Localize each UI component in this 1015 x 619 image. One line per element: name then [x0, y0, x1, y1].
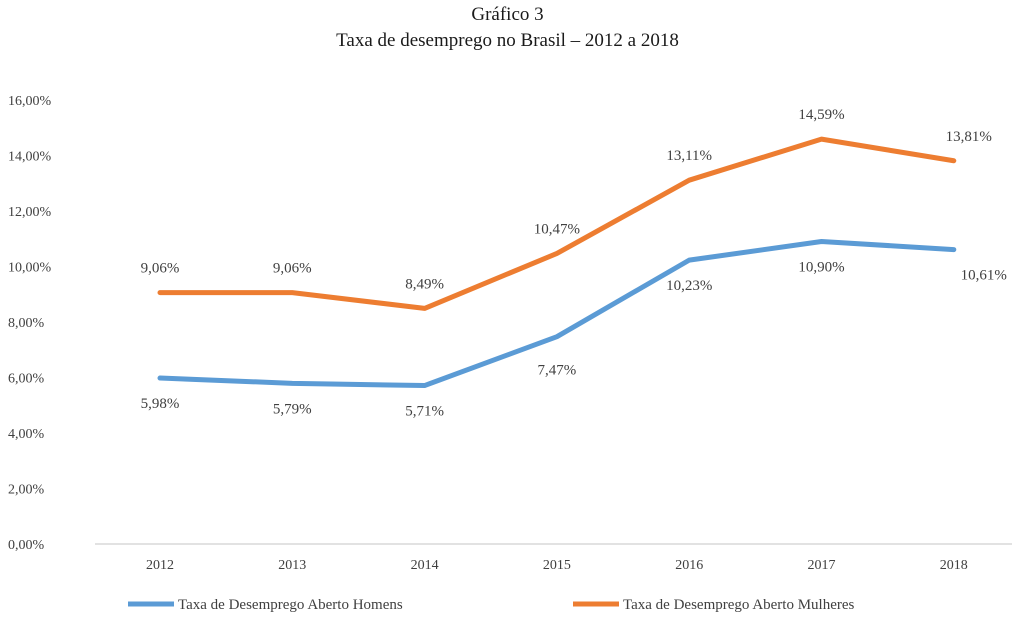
x-tick-label: 2018	[940, 558, 968, 573]
chart-title-block: Gráfico 3 Taxa de desemprego no Brasil –…	[0, 2, 1015, 54]
data-label: 10,23%	[666, 278, 712, 294]
x-tick-label: 2013	[278, 558, 306, 573]
series-line-mulheres	[157, 136, 957, 311]
chart-title: Taxa de desemprego no Brasil – 2012 a 20…	[336, 30, 679, 51]
data-label: 5,98%	[141, 396, 180, 412]
series-line-homens	[157, 239, 957, 389]
x-tick-label: 2017	[808, 558, 836, 573]
data-label: 10,61%	[961, 268, 1007, 284]
y-axis: 0,00% 2,00% 4,00% 6,00% 8,00% 10,00% 12,00% 14,…	[8, 94, 52, 553]
chart-subtitle: Gráfico 3	[471, 4, 544, 25]
legend: Taxa de Desemprego Aberto Homens Taxa de …	[128, 597, 855, 613]
legend-label-homens: Taxa de Desemprego Aberto Homens	[178, 597, 403, 613]
y-tick-label: 8,00%	[8, 316, 45, 331]
y-tick-label: 6,00%	[8, 372, 45, 387]
y-tick-label: 10,00%	[8, 261, 52, 276]
y-tick-label: 14,00%	[8, 150, 52, 165]
data-label-layer: 5,98% 5,79% 5,71% 7,47% 10,23% 10,90% 10,61% 9,…	[141, 107, 1007, 419]
y-tick-label: 0,00%	[8, 538, 45, 553]
x-tick-label: 2015	[543, 558, 571, 573]
legend-label-mulheres: Taxa de Desemprego Aberto Mulheres	[623, 597, 855, 613]
data-label: 8,49%	[405, 276, 444, 292]
x-tick-label: 2012	[146, 558, 174, 573]
x-axis: 2012 2013 2014 2015 2016 2017 2018	[146, 558, 968, 573]
data-label: 5,71%	[405, 404, 444, 420]
data-label: 13,11%	[666, 148, 712, 164]
y-tick-label: 2,00%	[8, 483, 45, 498]
y-tick-label: 16,00%	[8, 94, 52, 109]
data-label: 10,47%	[534, 221, 580, 237]
data-label: 5,79%	[273, 401, 312, 417]
data-label: 9,06%	[273, 261, 312, 277]
data-label: 9,06%	[141, 261, 180, 277]
x-tick-label: 2016	[675, 558, 703, 573]
y-tick-label: 4,00%	[8, 427, 45, 442]
x-tick-label: 2014	[411, 558, 439, 573]
data-label: 13,81%	[946, 129, 992, 145]
data-label: 10,90%	[798, 260, 844, 276]
y-tick-label: 12,00%	[8, 205, 52, 220]
data-label: 7,47%	[538, 363, 577, 379]
series-layer	[157, 136, 957, 389]
data-label: 14,59%	[798, 107, 844, 123]
